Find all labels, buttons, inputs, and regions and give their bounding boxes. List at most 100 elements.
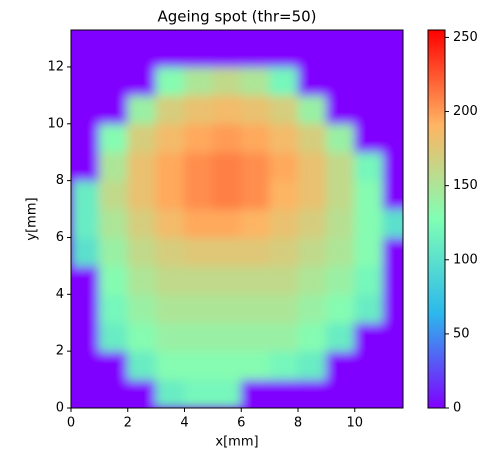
heatmap-cell: [98, 236, 129, 267]
heatmap-cell: [382, 379, 403, 408]
heatmap-cell: [269, 123, 299, 153]
heatmap-cell: [98, 30, 129, 40]
heatmap-cell: [184, 265, 214, 295]
heatmap-cell: [382, 293, 403, 324]
y-tick-label: 2: [56, 344, 64, 359]
heatmap-cell: [155, 379, 186, 408]
heatmap-cell: [240, 94, 271, 125]
heatmap-cell: [71, 123, 100, 153]
heatmap-cell: [155, 66, 186, 96]
heatmap-cell: [325, 94, 356, 125]
heatmap-cell: [382, 38, 403, 68]
heatmap-cell: [269, 322, 299, 352]
heatmap-cell: [98, 379, 129, 408]
heatmap-cell: [212, 180, 242, 210]
heatmap-cell: [212, 30, 242, 40]
heatmap-cell: [325, 293, 356, 324]
heatmap-cell: [212, 151, 242, 182]
heatmap-cell: [71, 265, 100, 295]
heatmap-cell: [212, 236, 242, 267]
heatmap-cell: [269, 208, 299, 238]
heatmap-cell: [127, 293, 157, 324]
heatmap-cell: [382, 94, 403, 125]
heatmap-cell: [269, 151, 299, 182]
heatmap-cell: [212, 350, 242, 381]
heatmap-cell: [184, 151, 214, 182]
heatmap-cell: [98, 350, 129, 381]
heatmap-cell: [155, 350, 186, 381]
heatmap-cell: [155, 265, 186, 295]
heatmap-cell: [184, 180, 214, 210]
heatmap-cell: [71, 350, 100, 381]
heatmap-cell: [71, 293, 100, 324]
heatmap-cell: [269, 379, 299, 408]
heatmap-cell: [240, 123, 271, 153]
heatmap-cell: [127, 66, 157, 96]
heatmap-cell: [71, 30, 100, 40]
heatmap-cell: [184, 293, 214, 324]
heatmap-cell: [297, 180, 327, 210]
heatmap-cell: [71, 38, 100, 68]
y-tick-label: 12: [47, 59, 64, 74]
heatmap-cell: [297, 265, 327, 295]
heatmap-cell: [98, 208, 129, 238]
heatmap-cell: [325, 30, 356, 40]
heatmap-cell: [382, 236, 403, 267]
heatmap-cell: [382, 208, 403, 238]
heatmap-cell: [212, 379, 242, 408]
y-tick-label: 10: [47, 116, 64, 131]
heatmap-cell: [98, 123, 129, 153]
x-tick-label: 2: [124, 416, 132, 431]
heatmap-cell: [98, 322, 129, 352]
heatmap-cell: [71, 66, 100, 96]
heatmap-cell: [98, 151, 129, 182]
heatmap-cell: [71, 180, 100, 210]
heatmap-cell: [325, 265, 356, 295]
heatmap-cell: [382, 66, 403, 96]
y-tick-label: 6: [56, 230, 64, 245]
x-axis-label: x[mm]: [215, 435, 258, 450]
heatmap-cell: [98, 66, 129, 96]
heatmap-cell: [127, 30, 157, 40]
heatmap-cell: [325, 66, 356, 96]
heatmap-cell: [269, 30, 299, 40]
x-tick-label: 10: [346, 416, 363, 431]
heatmap-cell: [71, 208, 100, 238]
heatmap-cell: [354, 236, 384, 267]
heatmap-cell: [127, 350, 157, 381]
heatmap-cell: [354, 180, 384, 210]
colorbar: [427, 29, 446, 409]
heatmap-cell: [325, 38, 356, 68]
heatmap-cell: [184, 236, 214, 267]
heatmap-cell: [382, 350, 403, 381]
heatmap-cell: [212, 322, 242, 352]
colorbar-tick-label: 250: [453, 30, 478, 45]
heatmap-cell: [98, 265, 129, 295]
heatmap-cell: [269, 66, 299, 96]
heatmap-cell: [297, 236, 327, 267]
heatmap-cell: [269, 180, 299, 210]
heatmap-cell: [240, 180, 271, 210]
heatmap-cell: [325, 236, 356, 267]
heatmap-cell: [297, 66, 327, 96]
heatmap-cell: [184, 123, 214, 153]
heatmap-cell: [127, 38, 157, 68]
heatmap-cell: [240, 208, 271, 238]
colorbar-tick-label: 150: [453, 178, 478, 193]
heatmap-cell: [297, 151, 327, 182]
heatmap-cell: [325, 123, 356, 153]
heatmap-cell: [354, 322, 384, 352]
heatmap-cell: [155, 322, 186, 352]
heatmap-cell: [212, 293, 242, 324]
heatmap-cell: [212, 265, 242, 295]
heatmap-cell: [297, 94, 327, 125]
heatmap-cell: [155, 293, 186, 324]
heatmap-cell: [382, 322, 403, 352]
heatmap-cell: [297, 379, 327, 408]
heatmap-cell: [240, 265, 271, 295]
heatmap-cell: [325, 350, 356, 381]
heatmap-cell: [71, 151, 100, 182]
heatmap-cell: [71, 94, 100, 125]
heatmap-cell: [354, 265, 384, 295]
